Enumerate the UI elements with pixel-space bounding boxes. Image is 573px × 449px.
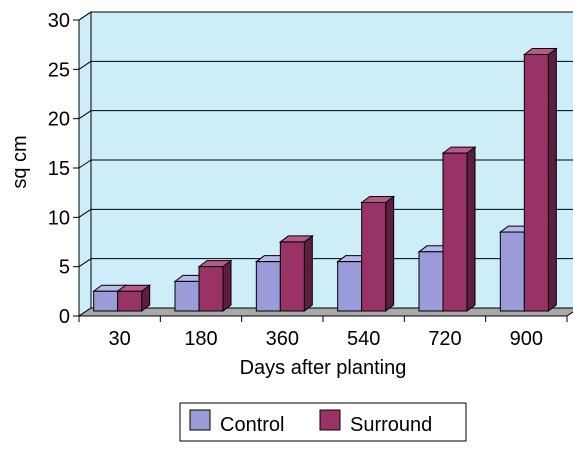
bar-control-360: [255, 261, 281, 312]
gridline-side: [78, 60, 92, 70]
y-axis-title: sq cm: [9, 135, 31, 188]
bar-control-540: [337, 261, 363, 312]
gridline-side: [78, 258, 92, 268]
gridline-side: [78, 110, 92, 120]
bar-control-900: [499, 231, 525, 312]
gridline-side: [78, 159, 92, 169]
bar-surround-180: [198, 266, 224, 312]
legend-label-control: Control: [220, 414, 284, 436]
bar-surround-720: [442, 152, 468, 312]
gridline-side: [78, 208, 92, 218]
x-tick-label: 30: [109, 328, 131, 350]
y-tick-label: 0: [59, 306, 70, 328]
bar-surround-30: [117, 290, 143, 312]
x-tick-label: 180: [184, 328, 217, 350]
y-tick-label: 20: [48, 109, 70, 131]
x-tick-label: 720: [428, 328, 461, 350]
bar-surround-540: [361, 201, 387, 312]
bar-control-720: [418, 251, 444, 312]
bar-surround-900: [523, 53, 549, 312]
bar-surround-180-side: [222, 259, 232, 312]
y-tick-label: 25: [48, 59, 70, 81]
y-tick-label: 30: [48, 10, 70, 32]
plot-floor: [77, 307, 573, 317]
legend-swatch-control: [189, 409, 211, 431]
x-axis-title: Days after planting: [240, 357, 407, 379]
bar-surround-360: [279, 241, 305, 312]
bar-surround-360-side: [303, 234, 313, 312]
bar-surround-720-side: [466, 146, 476, 312]
y-tick-label: 5: [59, 257, 70, 279]
bar-surround-540-side: [385, 195, 395, 312]
legend-label-surround: Surround: [350, 414, 432, 436]
x-tick-label: 900: [510, 328, 543, 350]
y-tick-label: 15: [48, 158, 70, 180]
x-tick-label: 540: [347, 328, 380, 350]
bar-control-180: [174, 280, 200, 312]
gridline-side: [78, 11, 92, 21]
bar-surround-900-side: [547, 47, 557, 312]
legend-swatch-surround: [319, 409, 341, 431]
bar-control-30: [93, 290, 119, 312]
x-tick-label: 360: [266, 328, 299, 350]
y-tick-label: 10: [48, 207, 70, 229]
